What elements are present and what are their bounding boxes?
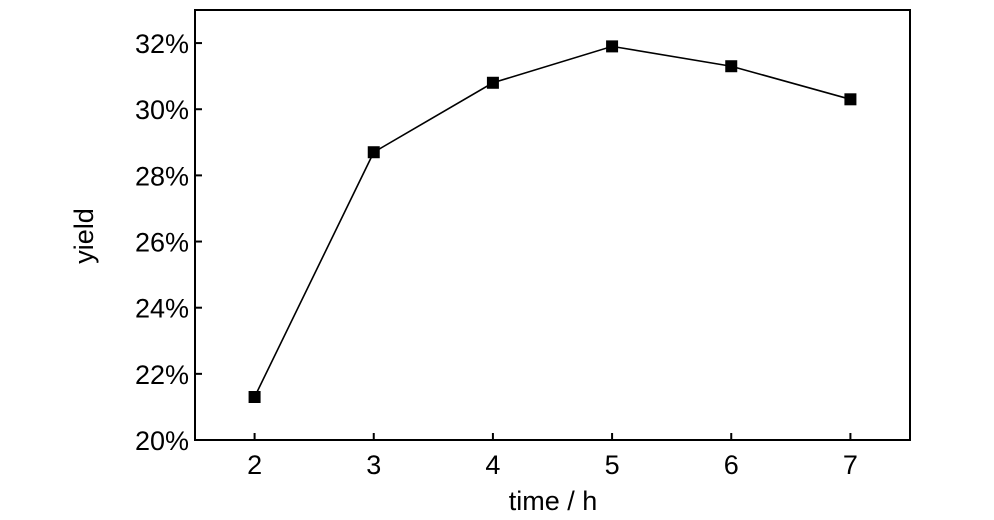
- x-axis-title: time / h: [509, 486, 598, 516]
- plot-frame: [194, 9, 911, 441]
- data-point-square: [606, 40, 619, 53]
- data-point-square: [844, 93, 857, 106]
- y-axis: 20% 22% 24% 26% 28% 30% 32%: [135, 29, 202, 456]
- data-point-square: [486, 76, 499, 89]
- y-tick-label: 28%: [135, 161, 189, 191]
- series-layer: [248, 40, 857, 403]
- series-line: [253, 45, 851, 398]
- x-tick-label: 4: [485, 450, 500, 480]
- x-tick-label: 7: [843, 450, 858, 480]
- y-axis-title: yield: [69, 208, 99, 264]
- data-point-square: [367, 146, 380, 159]
- x-tick-label: 5: [605, 450, 620, 480]
- data-point-square: [248, 391, 261, 403]
- data-point-square: [725, 60, 738, 73]
- x-tick-label: 3: [366, 450, 381, 480]
- y-tick-label: 30%: [135, 95, 189, 125]
- y-tick-label: 24%: [135, 294, 189, 324]
- x-tick-label: 6: [724, 450, 739, 480]
- y-tick-label: 22%: [135, 360, 189, 390]
- y-tick-label: 20%: [135, 426, 189, 456]
- y-tick-label: 32%: [135, 29, 189, 59]
- y-tick-label: 26%: [135, 228, 189, 258]
- x-axis: 2 3 4 5 6 7: [247, 433, 858, 480]
- x-tick-label: 2: [247, 450, 262, 480]
